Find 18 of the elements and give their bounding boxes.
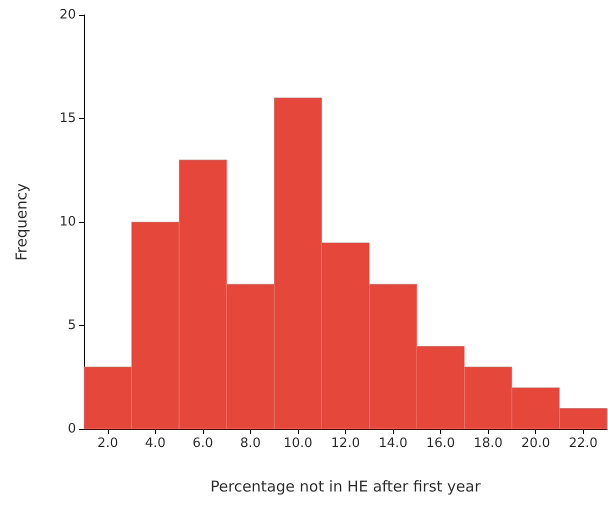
y-tick-label: 15 xyxy=(59,111,76,126)
x-tick-label: 6.0 xyxy=(192,436,214,451)
y-tick-label: 20 xyxy=(59,8,76,22)
y-tick-label: 10 xyxy=(59,214,76,230)
y-tick-label: 5 xyxy=(68,318,76,333)
x-tick-label: 22.0 xyxy=(568,436,598,451)
x-tick-label: 2.0 xyxy=(97,436,118,451)
y-tick-label: 0 xyxy=(68,422,76,436)
x-tick-label: 16.0 xyxy=(426,436,456,451)
x-tick-label: 18.0 xyxy=(474,436,503,451)
x-tick-label: 14.0 xyxy=(378,436,408,451)
y-axis-title: Frequency xyxy=(12,183,30,261)
x-tick-label: 12.0 xyxy=(331,436,360,451)
x-tick-label: 8.0 xyxy=(240,436,261,451)
x-tick-label: 4.0 xyxy=(144,436,166,451)
x-tick-label: 10.0 xyxy=(283,436,312,451)
x-axis-title: Percentage not in HE after first year xyxy=(210,478,482,496)
x-tick-label: 20.0 xyxy=(521,436,550,451)
